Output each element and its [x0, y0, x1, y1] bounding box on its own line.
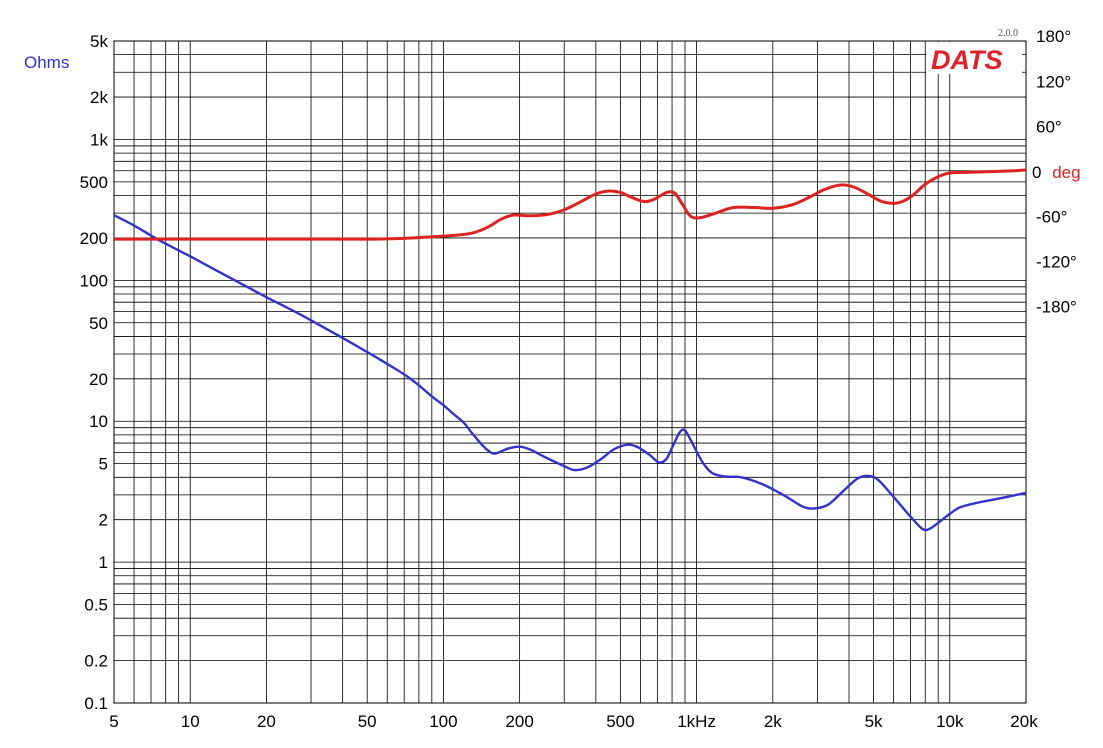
phase-axis-label-zero: 0	[1032, 163, 1041, 182]
x-tick-label: 200	[505, 712, 533, 731]
x-tick-label: 20	[257, 712, 276, 731]
x-tick-label: 10k	[936, 712, 964, 731]
series-curves	[113, 168, 1027, 532]
phase-axis-ticks: 180° 120° 60° -60° -120° -180°	[1036, 27, 1077, 316]
phase-curve	[114, 168, 1027, 241]
y-tick-label: 500	[80, 173, 108, 192]
x-tick-label: 50	[358, 712, 377, 731]
y-tick-label: 0.1	[84, 694, 108, 713]
phase-tick-label: 120°	[1036, 72, 1071, 91]
y-tick-label: 20	[89, 370, 108, 389]
x-tick-label: 1kHz	[677, 712, 716, 731]
y-tick-label: 2	[99, 511, 108, 530]
y-tick-label: 200	[80, 229, 108, 248]
impedance-curve	[113, 214, 1027, 532]
y-tick-label: 5	[99, 455, 108, 474]
y-axis-ticks: 5k 2k 1k 500 200 100 50 20 10 5 2 1 0.5 0.2 0.1	[80, 32, 109, 713]
y-tick-label: 0.5	[84, 596, 108, 615]
y-tick-label: 0.2	[84, 652, 108, 671]
plot-frame	[113, 40, 1027, 704]
x-tick-label: 20k	[1010, 712, 1038, 731]
logo-backdrop	[926, 42, 1022, 74]
phase-tick-label: -60°	[1036, 208, 1067, 227]
x-tick-label: 5k	[865, 712, 883, 731]
y-tick-label: 1k	[90, 130, 108, 149]
x-tick-label: 10	[181, 712, 200, 731]
phase-tick-label: -120°	[1036, 253, 1077, 272]
version-label: 2.0.0	[998, 28, 1018, 39]
x-axis-ticks: 5 10 20 50 100 200 500 1kHz 2k 5k 10k 20k	[109, 712, 1038, 731]
phase-tick-label: 60°	[1036, 117, 1062, 136]
phase-axis-label-unit: deg	[1052, 163, 1080, 182]
y-tick-label: 1	[99, 553, 108, 572]
y-tick-label: 100	[80, 271, 108, 290]
y-tick-label: 10	[89, 412, 108, 431]
x-tick-label: 2k	[764, 712, 782, 731]
y-tick-label: 5k	[90, 32, 108, 51]
phase-axis-label: 0 deg	[1032, 163, 1081, 182]
phase-tick-label: -180°	[1036, 298, 1077, 317]
phase-tick-label: 180°	[1036, 27, 1071, 46]
x-tick-label: 5	[109, 712, 118, 731]
y-tick-label: 2k	[90, 88, 108, 107]
y-tick-label: 50	[89, 314, 108, 333]
y-axis-label: Ohms	[24, 53, 69, 72]
x-tick-label: 500	[606, 712, 634, 731]
x-tick-label: 100	[429, 712, 457, 731]
brand-logo: DATS	[931, 45, 1003, 75]
